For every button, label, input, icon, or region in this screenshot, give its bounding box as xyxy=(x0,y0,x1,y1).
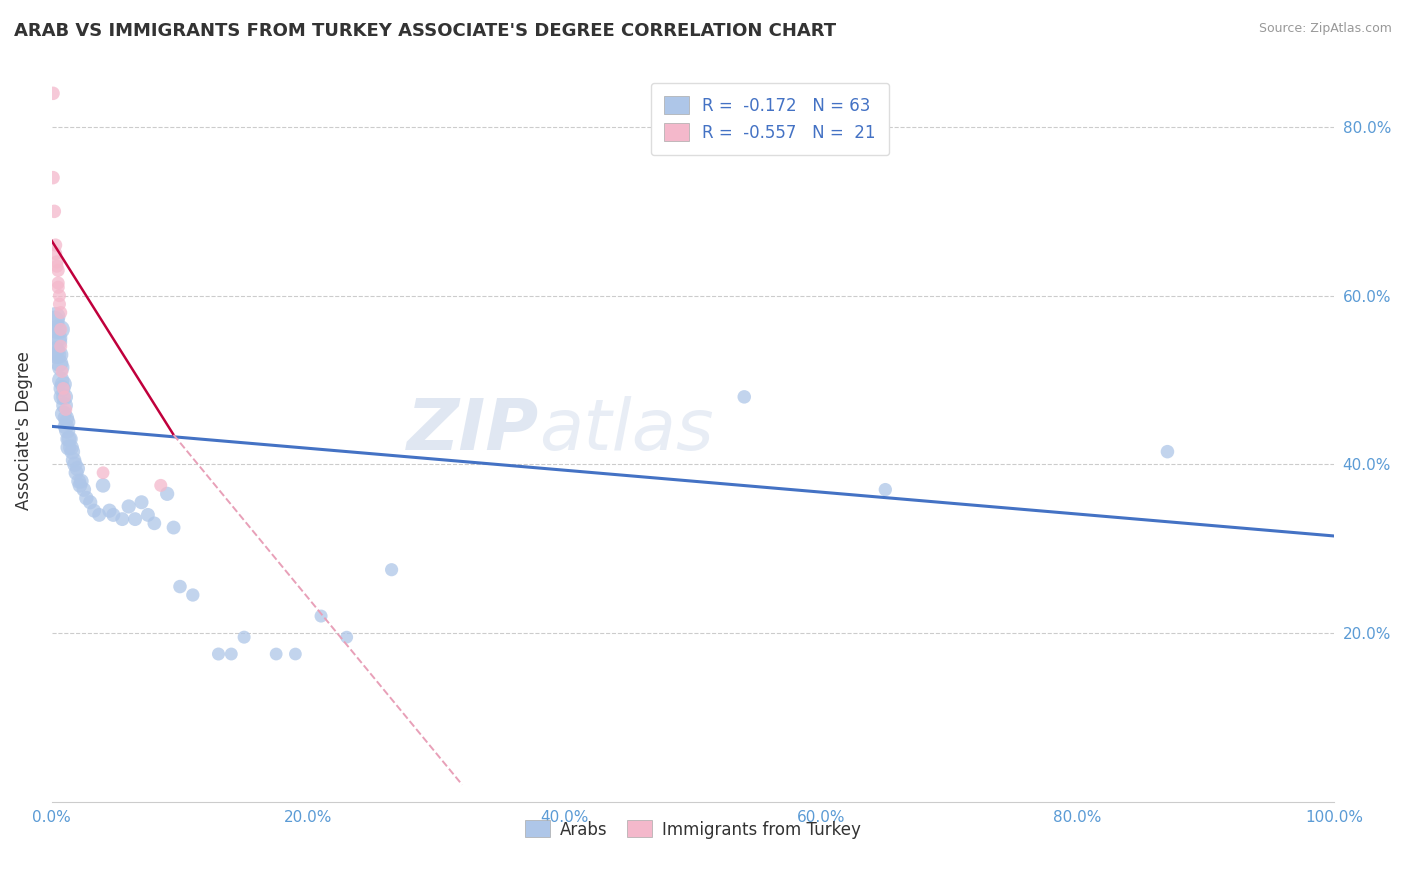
Point xyxy=(49,373,72,387)
Point xyxy=(89,508,111,522)
Point xyxy=(60,444,83,458)
Point xyxy=(45,343,67,358)
Point xyxy=(233,630,256,644)
Point xyxy=(48,356,70,370)
Point xyxy=(46,334,69,349)
Point xyxy=(45,310,67,324)
Legend: Arabs, Immigrants from Turkey: Arabs, Immigrants from Turkey xyxy=(517,814,868,846)
Point xyxy=(49,360,72,375)
Point xyxy=(51,390,73,404)
Point xyxy=(221,647,243,661)
Point xyxy=(73,483,96,497)
Point xyxy=(336,630,359,644)
Point xyxy=(45,259,67,273)
Point xyxy=(59,432,82,446)
Point xyxy=(49,305,72,319)
Point xyxy=(46,263,69,277)
Point xyxy=(48,297,70,311)
Point xyxy=(55,419,77,434)
Text: atlas: atlas xyxy=(538,396,714,465)
Point xyxy=(162,520,184,534)
Point xyxy=(309,609,332,624)
Point xyxy=(124,512,146,526)
Point xyxy=(118,500,141,514)
Point xyxy=(48,348,70,362)
Point xyxy=(381,563,404,577)
Point xyxy=(53,390,76,404)
Point xyxy=(91,466,114,480)
Point xyxy=(63,458,86,472)
Point xyxy=(51,365,73,379)
Point xyxy=(67,474,90,488)
Point xyxy=(49,322,72,336)
Point xyxy=(136,508,159,522)
Point xyxy=(264,647,287,661)
Point xyxy=(131,495,153,509)
Point xyxy=(44,204,66,219)
Point xyxy=(56,415,79,429)
Text: ZIP: ZIP xyxy=(406,396,538,465)
Point xyxy=(79,495,101,509)
Point xyxy=(59,441,82,455)
Point xyxy=(45,238,67,252)
Point xyxy=(52,377,75,392)
Point xyxy=(103,508,125,522)
Point xyxy=(58,441,80,455)
Point xyxy=(42,87,65,101)
Point xyxy=(42,170,65,185)
Point xyxy=(56,424,79,438)
Point xyxy=(51,381,73,395)
Point xyxy=(83,504,105,518)
Point xyxy=(45,322,67,336)
Point xyxy=(44,314,66,328)
Point xyxy=(156,487,179,501)
Point xyxy=(48,288,70,302)
Point xyxy=(111,512,134,526)
Point xyxy=(52,381,75,395)
Point xyxy=(875,483,897,497)
Point xyxy=(53,390,76,404)
Point xyxy=(98,504,121,518)
Point xyxy=(70,474,93,488)
Point xyxy=(69,478,91,492)
Point xyxy=(52,407,75,421)
Point xyxy=(53,398,76,412)
Point xyxy=(49,339,72,353)
Y-axis label: Associate's Degree: Associate's Degree xyxy=(15,351,32,510)
Point xyxy=(207,647,229,661)
Text: Source: ZipAtlas.com: Source: ZipAtlas.com xyxy=(1258,22,1392,36)
Point xyxy=(181,588,204,602)
Point xyxy=(1156,444,1178,458)
Point xyxy=(55,402,77,417)
Point xyxy=(143,516,166,531)
Point xyxy=(75,491,97,505)
Point xyxy=(45,348,67,362)
Point xyxy=(46,276,69,290)
Point xyxy=(91,478,114,492)
Point xyxy=(58,432,80,446)
Point xyxy=(733,390,755,404)
Point xyxy=(65,466,87,480)
Point xyxy=(46,280,69,294)
Point xyxy=(45,246,67,260)
Point xyxy=(62,453,84,467)
Point xyxy=(66,461,89,475)
Text: ARAB VS IMMIGRANTS FROM TURKEY ASSOCIATE'S DEGREE CORRELATION CHART: ARAB VS IMMIGRANTS FROM TURKEY ASSOCIATE… xyxy=(14,22,837,40)
Point xyxy=(49,322,72,336)
Point xyxy=(284,647,307,661)
Point xyxy=(169,580,191,594)
Point xyxy=(46,331,69,345)
Point xyxy=(149,478,172,492)
Point xyxy=(45,255,67,269)
Point xyxy=(55,411,77,425)
